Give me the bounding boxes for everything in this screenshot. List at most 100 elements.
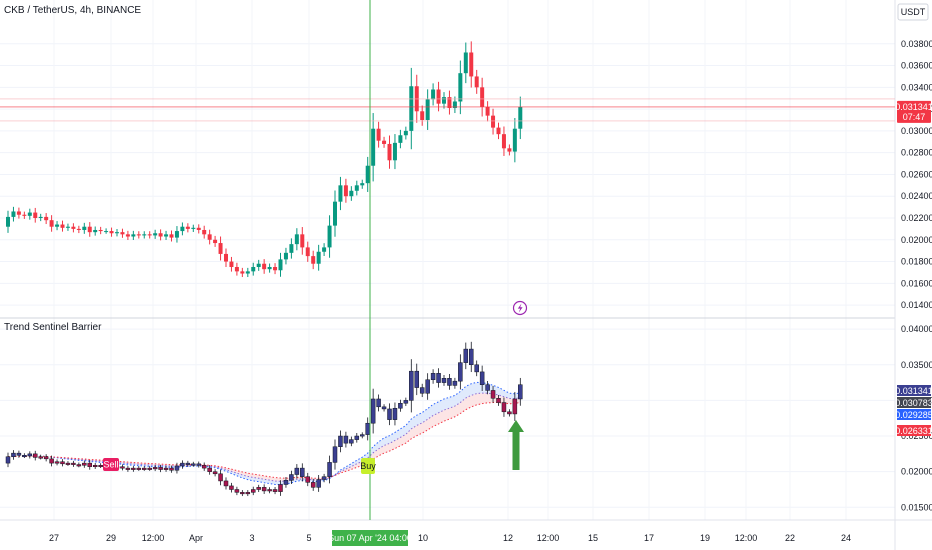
candle — [447, 90, 452, 115]
candle — [202, 225, 207, 239]
indicator-candle-body — [147, 467, 152, 470]
indicator-candle-body — [436, 373, 441, 383]
candle — [251, 262, 256, 276]
indicator-candle — [403, 397, 409, 407]
indicator-candle-body — [5, 456, 11, 464]
candle — [229, 256, 234, 272]
candle — [158, 229, 163, 241]
sell-signal-label: Sell — [103, 460, 118, 470]
indicator-candle — [332, 439, 338, 470]
candle-body — [311, 256, 316, 264]
candle — [283, 247, 288, 265]
indicator-candle — [180, 460, 185, 469]
candle-body — [169, 234, 174, 238]
candle — [213, 235, 218, 247]
candle — [49, 215, 54, 232]
candle — [109, 227, 114, 237]
indicator-last-value: 0.031341 — [895, 386, 932, 396]
candle — [425, 89, 430, 130]
currency-button[interactable]: USDT — [897, 3, 929, 21]
indicator-candle — [223, 477, 229, 490]
candle — [333, 190, 337, 237]
indicator-candle-body — [234, 489, 240, 493]
candle-body — [294, 234, 299, 245]
candle-body — [185, 226, 190, 229]
indicator-candle-body — [256, 487, 261, 490]
candle — [98, 226, 103, 235]
indicator-candle-body — [474, 364, 479, 373]
indicator-candle — [43, 454, 49, 462]
indicator-candle — [338, 430, 343, 453]
candle-body — [180, 226, 185, 232]
candle — [234, 262, 239, 276]
indicator-candle-body — [283, 479, 289, 485]
candle-body — [191, 227, 196, 229]
band-lower-line — [7, 401, 521, 479]
indicator-title: Trend Sentinel Barrier — [4, 322, 102, 333]
indicator-candle — [261, 484, 267, 494]
candle — [174, 226, 179, 243]
indicator-candle — [349, 436, 354, 447]
candle-body — [234, 267, 239, 272]
indicator-candle-body — [49, 458, 54, 464]
indicator-candle-body — [212, 471, 218, 475]
indicator-candle — [5, 452, 11, 468]
candle-body — [16, 211, 21, 215]
indicator-candle — [354, 433, 360, 443]
candle-body — [147, 234, 152, 236]
candle — [354, 180, 359, 196]
indicator-candle — [152, 465, 158, 472]
indicator-candle — [278, 480, 283, 496]
indicator-candle-body — [27, 453, 33, 457]
candle — [485, 101, 490, 122]
candle-body — [262, 263, 267, 270]
indicator-candle — [300, 463, 305, 482]
indicator-candle-body — [289, 474, 294, 481]
indicator-candle-body — [376, 398, 381, 408]
candle-body — [115, 232, 119, 234]
indicator-candle — [65, 461, 71, 466]
indicator-candle-body — [158, 467, 163, 470]
candle — [65, 223, 70, 231]
candle — [93, 226, 98, 236]
indicator-candle — [419, 383, 425, 398]
candle — [104, 228, 109, 234]
candle-body — [153, 233, 158, 236]
indicator-candle-body — [169, 467, 174, 471]
candle — [436, 81, 441, 112]
indicator-candle — [174, 462, 180, 474]
candle-body — [371, 128, 376, 166]
main-candles[interactable] — [6, 41, 523, 278]
indicator-candle-body — [452, 380, 458, 386]
indicator-candle-body — [201, 465, 207, 469]
candle-body — [436, 89, 441, 104]
date-tick-label: 17 — [644, 533, 654, 543]
candle-body — [71, 226, 76, 229]
indicator-mid-value: 0.029285 — [895, 410, 932, 420]
candle — [376, 121, 381, 148]
indicator-candle — [490, 385, 496, 403]
indicator-candle-body — [125, 467, 131, 470]
candle — [398, 129, 403, 149]
candle — [22, 211, 27, 219]
candle-body — [38, 216, 43, 218]
date-tick-label: 12:00 — [735, 533, 758, 543]
date-tick-label: 27 — [49, 533, 59, 543]
candle — [371, 113, 376, 182]
candle — [480, 77, 485, 117]
candle-body — [333, 201, 337, 226]
candle — [125, 230, 130, 240]
indicator-candle — [54, 459, 60, 466]
arrow-up-icon — [508, 420, 524, 470]
candle-body — [22, 214, 27, 216]
indicator-candle-body — [71, 462, 76, 465]
lightning-icon[interactable] — [512, 300, 528, 316]
candle — [452, 96, 457, 114]
indicator-candles[interactable] — [5, 341, 523, 497]
indicator-candle — [327, 455, 332, 484]
indicator-candle — [256, 484, 261, 493]
